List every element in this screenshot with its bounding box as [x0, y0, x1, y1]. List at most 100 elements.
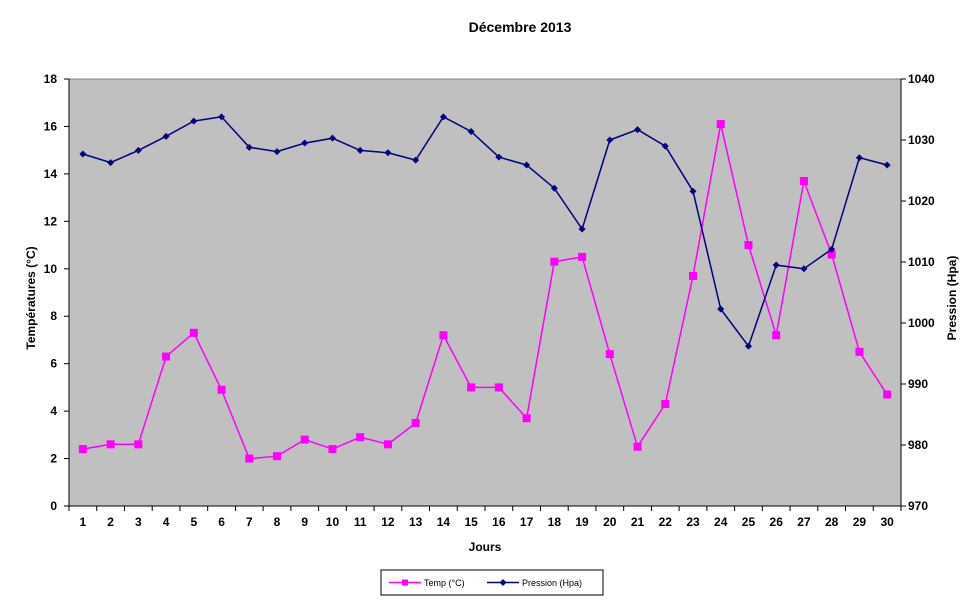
left-tick-label: 12: [44, 214, 58, 228]
series-line: [82, 123, 888, 460]
x-tick-label: 1: [80, 515, 87, 529]
data-point: [134, 440, 143, 449]
x-tick-label: 8: [274, 515, 281, 529]
data-point: [162, 352, 171, 361]
legend: Temp (°C) Pression (Hpa): [380, 569, 604, 596]
x-tick-label: 16: [492, 515, 506, 529]
left-tick-label: 0: [50, 499, 57, 513]
data-point: [134, 146, 142, 154]
plot-area: [68, 78, 902, 507]
data-point: [190, 117, 198, 125]
left-tick-label: 18: [44, 72, 58, 86]
data-point: [300, 435, 309, 444]
data-point: [883, 390, 892, 399]
data-point: [855, 154, 863, 162]
legend-label-temp: Temp (°C): [424, 578, 465, 588]
data-point: [689, 187, 697, 195]
series-line: [82, 115, 888, 348]
data-point: [107, 159, 115, 167]
data-point: [79, 150, 87, 158]
x-tick-label: 10: [326, 515, 340, 529]
x-tick-label: 5: [190, 515, 197, 529]
left-tick-label: 2: [50, 452, 57, 466]
data-point: [245, 143, 253, 151]
data-point: [744, 241, 753, 250]
data-point: [828, 245, 836, 253]
x-tick-label: 2: [107, 515, 114, 529]
data-point: [855, 347, 864, 356]
x-axis-label: Jours: [469, 540, 502, 554]
data-point: [328, 445, 337, 454]
data-point: [384, 149, 392, 157]
right-tick-label: 1040: [908, 72, 935, 86]
y-axis-label-right: Pression (Hpa): [945, 256, 959, 341]
x-tick-label: 25: [742, 515, 756, 529]
data-point: [799, 177, 808, 186]
legend-marker-pression: [499, 579, 507, 586]
data-point: [218, 113, 226, 121]
legend-marker-temp: [402, 579, 408, 586]
data-point: [550, 257, 559, 266]
data-point: [467, 383, 476, 392]
legend-label-pression: Pression (Hpa): [522, 578, 582, 588]
data-point: [800, 265, 808, 273]
left-tick-label: 8: [50, 309, 57, 323]
data-point: [523, 161, 531, 169]
x-tick-label: 19: [575, 515, 589, 529]
data-point: [578, 252, 587, 261]
data-point: [605, 350, 614, 359]
x-tick-label: 15: [464, 515, 478, 529]
data-point: [273, 452, 281, 461]
data-point: [578, 225, 586, 233]
x-tick-label: 30: [880, 515, 894, 529]
right-tick-label: 1000: [908, 316, 935, 330]
data-point: [439, 113, 447, 121]
data-point: [827, 250, 836, 259]
data-point: [273, 148, 281, 156]
data-point: [217, 385, 226, 394]
x-tick-label: 26: [770, 515, 784, 529]
x-tick-label: 22: [659, 515, 673, 529]
x-tick-label: 28: [825, 515, 839, 529]
data-point: [550, 184, 558, 192]
series-1: [79, 113, 891, 350]
data-point: [606, 136, 614, 144]
left-tick-label: 10: [44, 262, 58, 276]
data-point: [106, 440, 115, 449]
data-point: [328, 134, 336, 142]
x-tick-label: 11: [354, 515, 367, 529]
data-point: [772, 331, 781, 340]
data-point: [633, 442, 642, 451]
x-axis: 1 2 3 4 5 6 7 8 9 10 11 12 13 14 15 16 17 18 19 20 21 22 23 24 2…: [68, 505, 902, 529]
data-point: [717, 305, 725, 313]
data-point: [495, 153, 503, 161]
data-point: [522, 414, 531, 423]
right-axis: 970 980 990 1000 1010 1020 1030 1040: [900, 72, 935, 513]
right-tick-label: 990: [908, 377, 928, 391]
data-point: [301, 139, 309, 147]
left-tick-label: 16: [44, 119, 58, 133]
x-tick-label: 18: [548, 515, 562, 529]
x-tick-label: 27: [797, 515, 811, 529]
left-tick-label: 6: [50, 357, 57, 371]
left-axis: 0 2 4 6 8 10 12 14 16 18: [44, 72, 70, 513]
x-tick-label: 14: [437, 515, 451, 529]
x-tick-label: 6: [218, 515, 225, 529]
x-tick-label: 20: [603, 515, 617, 529]
data-point: [661, 142, 669, 150]
data-point: [356, 433, 365, 442]
data-point: [634, 126, 642, 134]
chart-title: Décembre 2013: [469, 19, 572, 35]
x-tick-label: 13: [409, 515, 423, 529]
left-tick-label: 4: [50, 404, 57, 418]
left-tick-label: 14: [44, 167, 58, 181]
x-tick-label: 29: [853, 515, 867, 529]
data-point: [467, 127, 475, 135]
data-point: [661, 399, 670, 408]
x-tick-label: 3: [135, 515, 142, 529]
data-point: [412, 156, 420, 164]
x-tick-label: 12: [381, 515, 395, 529]
x-tick-label: 21: [631, 515, 645, 529]
right-tick-label: 980: [908, 438, 928, 452]
right-tick-label: 1010: [908, 255, 935, 269]
